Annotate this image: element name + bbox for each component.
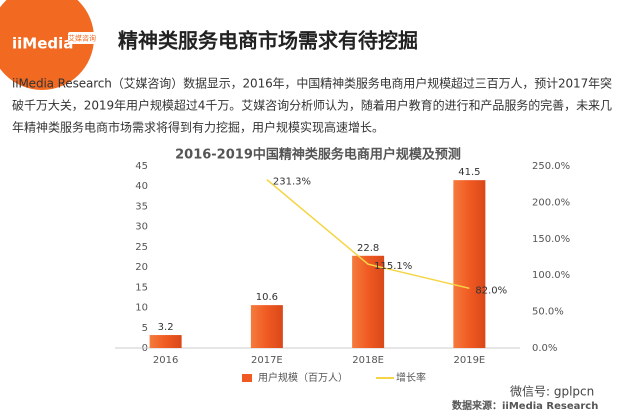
y2-tick-label: 100.0% <box>532 270 570 281</box>
y-tick-label: 10 <box>135 303 148 314</box>
y2-tick-label: 0.0% <box>532 343 557 354</box>
logo-circle <box>0 0 94 90</box>
y-tick-label: 20 <box>135 262 148 273</box>
y2-tick-label: 200.0% <box>532 197 570 208</box>
chart-title: 2016-2019中国精神类服务电商用户规模及预测 <box>175 147 461 163</box>
y-tick-label: 30 <box>135 222 148 233</box>
line-label: 231.3% <box>273 177 311 188</box>
page-title: 精神类服务电商市场需求有待挖掘 <box>118 29 418 53</box>
x-tick-label: 2018E <box>352 355 384 366</box>
x-tick-label: 2016 <box>153 355 178 366</box>
legend-label: 用户规模（百万人） <box>258 371 348 384</box>
logo-badge <box>68 32 96 44</box>
line-label: 115.1% <box>374 261 412 272</box>
paragraph-line: iiMedia Research（艾媒咨询）数据显示，2016年，中国精神类服务… <box>12 76 612 91</box>
line-label: 82.0% <box>475 285 507 296</box>
x-tick-label: 2017E <box>251 355 283 366</box>
bar-label: 41.5 <box>458 167 480 178</box>
y-tick-label: 40 <box>135 181 148 192</box>
y-tick-label: 15 <box>135 282 148 293</box>
line <box>266 179 470 290</box>
y2-tick-label: 150.0% <box>532 234 570 245</box>
bar-label: 3.2 <box>158 322 174 333</box>
y-tick-label: 45 <box>135 161 148 172</box>
bar-label: 22.8 <box>357 243 379 254</box>
bar <box>453 180 486 348</box>
paragraph-line: 破千万大关，2019年用户规模超过4千万。艾媒咨询分析师认为，随着用户教育的进行… <box>12 98 612 113</box>
y-tick-label: 5 <box>142 323 148 334</box>
y2-tick-label: 250.0% <box>532 161 570 172</box>
bar <box>250 305 283 348</box>
logo-sub: 艾媒咨询 <box>68 34 96 43</box>
y-tick-label: 25 <box>135 242 148 253</box>
y-tick-label: 35 <box>135 201 148 212</box>
logo-text: iiMedia <box>12 35 73 53</box>
bar <box>149 335 182 348</box>
legend-swatch <box>242 374 252 382</box>
source: 数据来源：iiMedia Research <box>452 399 598 412</box>
legend-label: 增长率 <box>396 371 426 384</box>
bar <box>352 255 385 348</box>
paragraph-line: 年精神类服务电商市场需求将得到有力挖掘，用户规模实现高速增长。 <box>12 120 384 135</box>
x-tick-label: 2019E <box>453 355 485 366</box>
y2-tick-label: 50.0% <box>532 307 564 318</box>
bar-label: 10.6 <box>256 292 278 303</box>
wechat: 微信号: gplpcn <box>510 385 594 399</box>
